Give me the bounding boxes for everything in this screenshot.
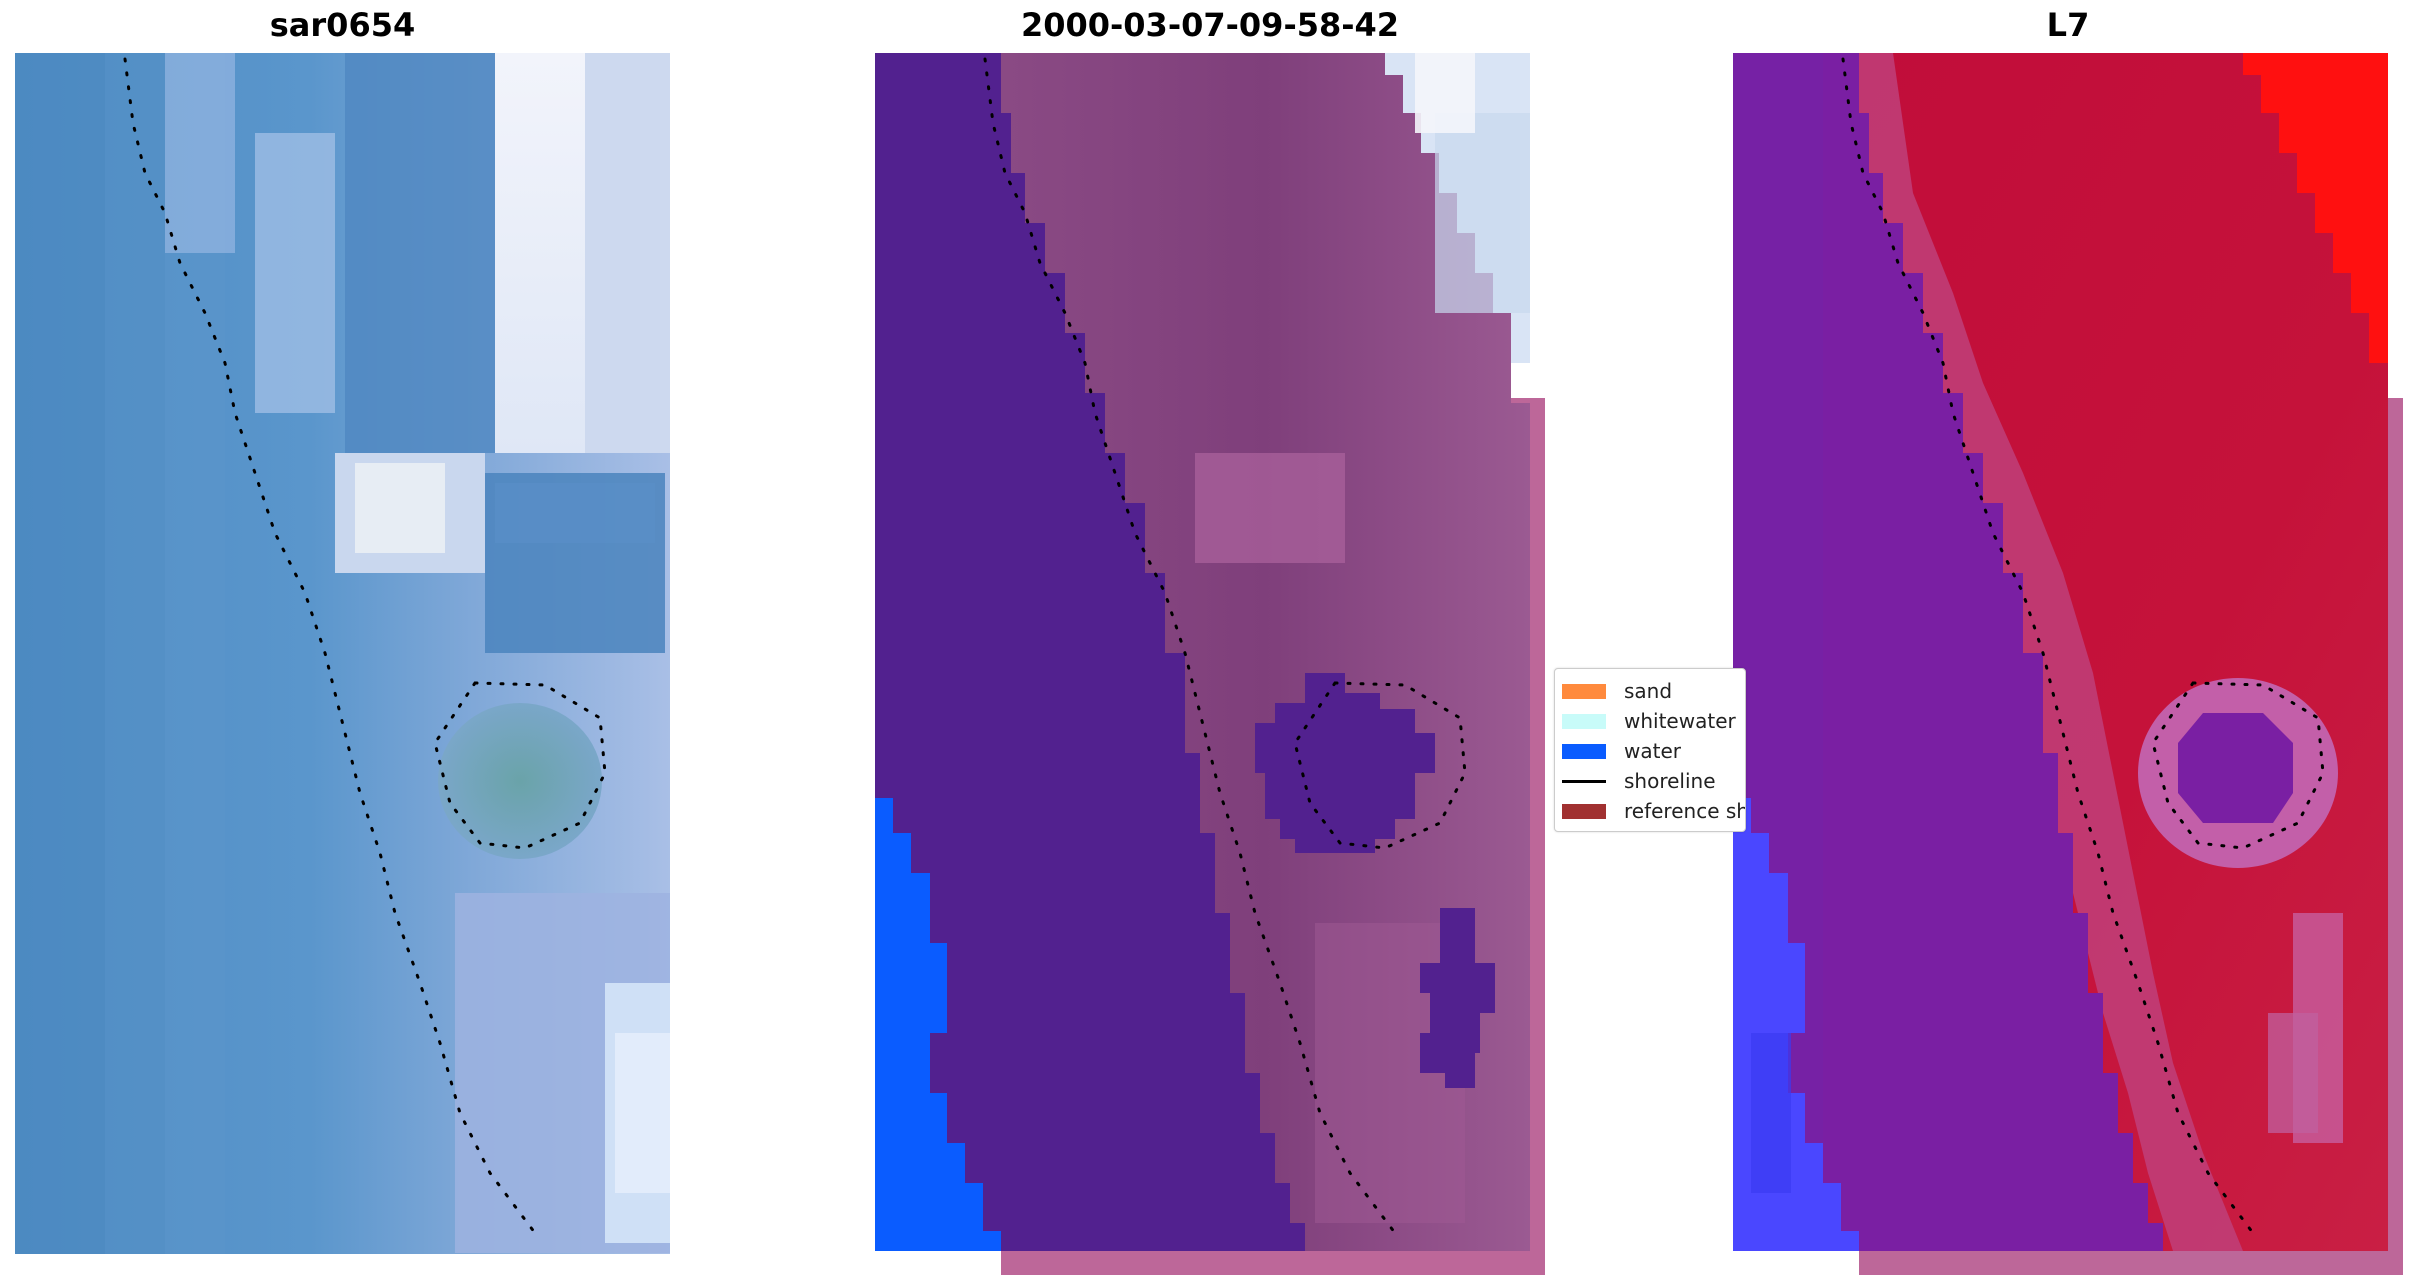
shoreline-circle-2 bbox=[1293, 681, 1467, 850]
whitewater-swatch bbox=[1562, 713, 1606, 729]
index-image-panel bbox=[1733, 53, 2403, 1275]
legend: sand whitewater water shoreline referenc… bbox=[1554, 668, 1746, 832]
shoreline-swatch bbox=[1562, 779, 1606, 783]
panel-title-classified: 2000-03-07-09-58-42 bbox=[1020, 6, 1400, 44]
classified-image bbox=[875, 53, 1545, 1275]
rgb-satellite-image bbox=[15, 53, 670, 1254]
legend-label-reference-shoreline: reference shoreline bbox=[1624, 799, 1745, 823]
water-swatch bbox=[1562, 743, 1606, 759]
sand-swatch bbox=[1562, 683, 1606, 699]
index-image bbox=[1733, 53, 2403, 1275]
panel-title-rgb: sar0654 bbox=[269, 6, 416, 44]
class-dark-region bbox=[875, 53, 1305, 1251]
legend-label-sand: sand bbox=[1624, 679, 1673, 703]
legend-item-water: water bbox=[1555, 737, 1681, 765]
legend-item-sand: sand bbox=[1555, 677, 1672, 705]
legend-label-water: water bbox=[1624, 739, 1681, 763]
legend-item-shoreline: shoreline bbox=[1555, 767, 1716, 795]
legend-item-whitewater: whitewater bbox=[1555, 707, 1736, 735]
index-purple-region bbox=[1733, 53, 2163, 1251]
legend-label-shoreline: shoreline bbox=[1624, 769, 1716, 793]
panel-title-index: L7 bbox=[2046, 6, 2090, 44]
reference-shoreline-swatch bbox=[1562, 803, 1606, 819]
shoreline-circle-3 bbox=[2151, 681, 2325, 850]
rgb-image-panel bbox=[15, 53, 670, 1254]
shoreline-circle-1 bbox=[433, 681, 607, 850]
legend-label-whitewater: whitewater bbox=[1624, 709, 1736, 733]
legend-item-reference-shoreline: reference shoreline bbox=[1555, 797, 1745, 825]
water-class-region bbox=[875, 798, 1001, 1251]
classified-image-panel bbox=[875, 53, 1545, 1275]
